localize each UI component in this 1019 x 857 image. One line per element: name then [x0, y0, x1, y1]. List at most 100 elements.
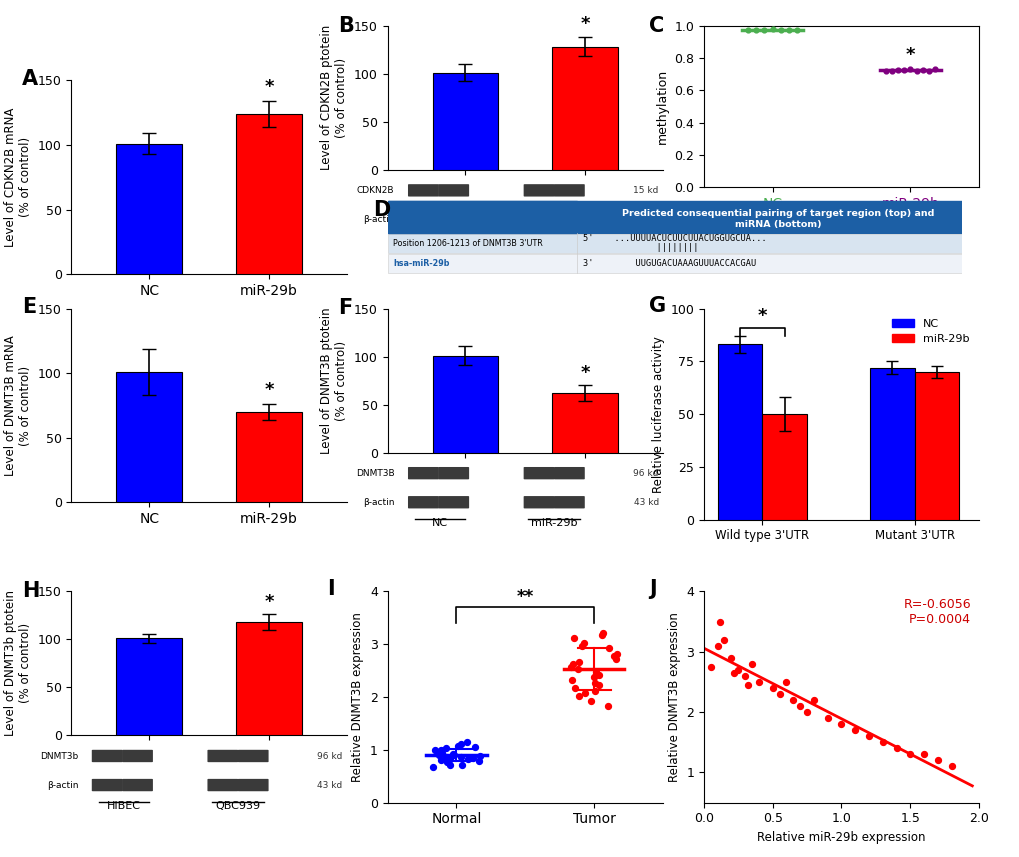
FancyBboxPatch shape: [387, 254, 962, 273]
Point: [591, 668, 607, 681]
Point: [567, 681, 583, 695]
Text: hsa-miR-29b: hsa-miR-29b: [393, 259, 449, 267]
Point: [889, 63, 905, 77]
Point: [781, 23, 797, 37]
Point: [607, 652, 624, 666]
Bar: [116, 144, 182, 274]
Text: **: **: [517, 588, 533, 606]
FancyBboxPatch shape: [438, 184, 469, 196]
FancyBboxPatch shape: [207, 750, 238, 762]
Text: NC: NC: [431, 235, 447, 245]
Text: F: F: [337, 298, 352, 319]
Point: [789, 23, 805, 37]
Point: [599, 699, 615, 713]
Point: [819, 711, 836, 725]
Point: [914, 63, 930, 77]
Point: [593, 628, 609, 642]
Point: [586, 684, 602, 698]
Point: [470, 754, 486, 768]
Point: [574, 638, 590, 652]
Text: 43 kd: 43 kd: [633, 498, 658, 506]
FancyBboxPatch shape: [523, 467, 554, 479]
Text: *: *: [905, 46, 914, 64]
Point: [431, 746, 447, 759]
Point: [569, 662, 585, 676]
Point: [608, 647, 625, 661]
Point: [570, 655, 586, 668]
FancyBboxPatch shape: [92, 779, 122, 791]
Point: [791, 699, 807, 713]
Y-axis label: Level of DNMT3B ptotein
(% of control): Level of DNMT3B ptotein (% of control): [320, 308, 348, 454]
Point: [426, 743, 442, 757]
Bar: [116, 638, 182, 735]
Point: [709, 638, 726, 652]
FancyBboxPatch shape: [553, 184, 584, 196]
Text: E: E: [21, 297, 36, 317]
Point: [770, 687, 787, 701]
Point: [444, 747, 461, 761]
Text: miRNA (bottom): miRNA (bottom): [735, 220, 821, 229]
Text: DNMT3b: DNMT3b: [40, 752, 78, 760]
Text: I: I: [327, 578, 334, 599]
Text: CDKN2B: CDKN2B: [357, 186, 394, 195]
Point: [576, 686, 592, 700]
Point: [576, 636, 592, 650]
Text: *: *: [264, 592, 273, 610]
FancyBboxPatch shape: [237, 750, 268, 762]
Bar: [116, 372, 182, 502]
Point: [882, 63, 899, 77]
Point: [431, 748, 447, 762]
Point: [583, 694, 599, 708]
Y-axis label: Level of DNMT3B mRNA
(% of control): Level of DNMT3B mRNA (% of control): [4, 335, 33, 476]
Text: B: B: [337, 15, 354, 36]
Text: *: *: [580, 15, 589, 33]
Point: [798, 705, 814, 719]
Text: DNMT3B: DNMT3B: [356, 469, 394, 477]
Point: [590, 679, 606, 692]
Bar: [551, 47, 618, 170]
Point: [876, 64, 893, 78]
Point: [785, 693, 801, 707]
Y-axis label: Relative luciferase activity: Relative luciferase activity: [651, 336, 664, 493]
FancyBboxPatch shape: [207, 779, 238, 791]
FancyBboxPatch shape: [387, 234, 962, 253]
FancyBboxPatch shape: [122, 779, 153, 791]
Text: 5'    ...UUUUACUCUUCUUACUGGUGCUA...: 5' ...UUUUACUCUUCUUACUGGUGCUA...: [583, 235, 766, 243]
Point: [750, 675, 766, 689]
Point: [566, 631, 582, 644]
FancyBboxPatch shape: [523, 213, 554, 225]
Point: [926, 63, 943, 76]
Point: [588, 665, 604, 679]
Text: *: *: [757, 308, 766, 326]
Point: [901, 747, 917, 761]
Point: [715, 632, 732, 646]
Point: [452, 738, 469, 752]
FancyBboxPatch shape: [408, 184, 438, 196]
Text: 43 kd: 43 kd: [633, 215, 658, 224]
FancyBboxPatch shape: [408, 496, 438, 508]
Point: [437, 740, 453, 754]
FancyBboxPatch shape: [387, 201, 962, 233]
Point: [466, 740, 482, 754]
Y-axis label: Level of CDKN2B mRNA
(% of control): Level of CDKN2B mRNA (% of control): [4, 108, 33, 247]
Point: [441, 752, 458, 766]
FancyBboxPatch shape: [553, 213, 584, 225]
Bar: [235, 622, 302, 735]
Text: miR-29b: miR-29b: [531, 518, 577, 528]
Point: [562, 660, 579, 674]
Bar: [432, 356, 498, 452]
Text: 96 kd: 96 kd: [633, 469, 658, 477]
Point: [453, 758, 470, 771]
Point: [445, 748, 462, 762]
Text: β-actin: β-actin: [363, 215, 394, 224]
Text: Position 1206-1213 of DNMT3B 3'UTR: Position 1206-1213 of DNMT3B 3'UTR: [393, 239, 542, 248]
Point: [726, 666, 742, 680]
Text: QBC939: QBC939: [215, 800, 260, 811]
Point: [772, 23, 789, 37]
Point: [805, 693, 821, 707]
Bar: [432, 73, 498, 170]
FancyBboxPatch shape: [237, 779, 268, 791]
Point: [888, 741, 904, 755]
Point: [702, 660, 718, 674]
Text: 96 kd: 96 kd: [317, 752, 342, 760]
